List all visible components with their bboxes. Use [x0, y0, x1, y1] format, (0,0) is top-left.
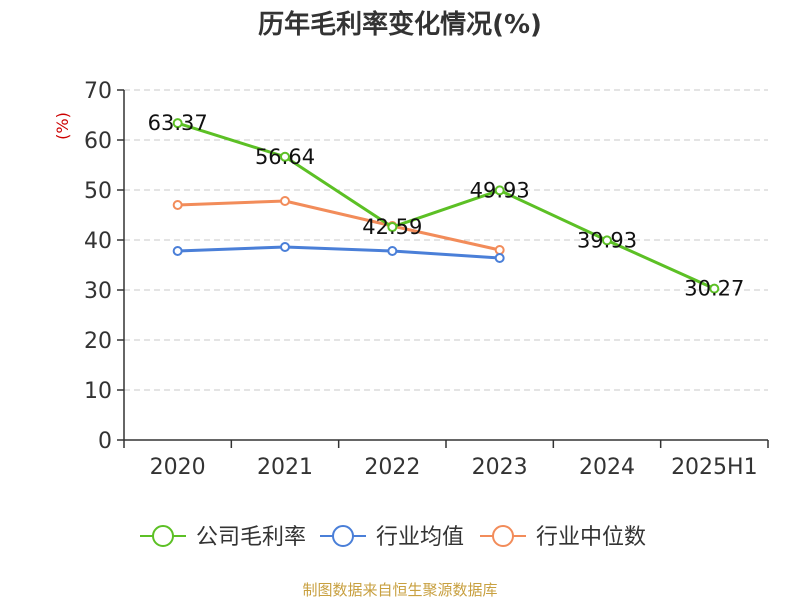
x-tick-label: 2024 — [579, 455, 635, 480]
legend-label: 行业中位数 — [536, 525, 646, 550]
data-point — [280, 151, 290, 162]
data-point — [602, 235, 612, 246]
legend-marker-icon — [492, 525, 514, 547]
series-lines — [172, 118, 720, 294]
series-line — [176, 199, 502, 252]
legend-marker-icon — [332, 525, 354, 547]
x-tick-label: 2025H1 — [671, 455, 758, 480]
data-point — [494, 245, 505, 255]
source-note: 制图数据来自恒生聚源数据库 — [302, 581, 497, 599]
data-label: 56.64 — [255, 145, 315, 169]
data-point — [494, 185, 505, 196]
legend: 公司毛利率 行业均值 行业中位数 — [140, 525, 646, 550]
series-line — [176, 245, 502, 260]
legend-label: 公司毛利率 — [196, 525, 306, 550]
data-point — [172, 118, 183, 129]
x-tick-label: 2020 — [150, 455, 206, 480]
data-point — [280, 196, 290, 206]
data-point — [387, 246, 398, 256]
series-line — [176, 121, 716, 291]
data-labels: 63.37 56.64 42.59 49.93 39.93 30.27 — [148, 111, 745, 301]
data-point — [172, 246, 183, 256]
y-axis-unit-label: (%) — [53, 112, 72, 140]
data-point — [494, 253, 505, 263]
chart-title: 历年毛利率变化情况(%) — [258, 9, 542, 40]
y-tick-label: 0 — [98, 429, 112, 454]
y-tick-label: 40 — [84, 229, 112, 254]
y-tick-label: 20 — [84, 329, 112, 354]
data-point — [387, 222, 398, 233]
x-tick-label: 2021 — [257, 455, 313, 480]
y-tick-label: 50 — [84, 179, 112, 204]
y-tick-label: 10 — [84, 379, 112, 404]
x-tick-label: 2023 — [472, 455, 528, 480]
data-point — [709, 283, 720, 294]
x-tick-label: 2022 — [364, 455, 420, 480]
data-label: 39.93 — [577, 228, 637, 252]
y-tick-label: 70 — [84, 79, 112, 104]
y-tick-label: 30 — [84, 279, 112, 304]
data-point — [280, 242, 290, 252]
data-label: 42.59 — [362, 215, 422, 239]
grid-lines — [124, 89, 768, 391]
data-point — [172, 200, 183, 210]
data-label: 63.37 — [148, 111, 208, 135]
data-label: 49.93 — [470, 178, 530, 202]
y-tick-label: 60 — [84, 129, 112, 154]
data-label: 30.27 — [684, 277, 744, 301]
legend-label: 行业均值 — [376, 525, 464, 550]
legend-marker-icon — [152, 525, 174, 547]
axes: 0 10 20 30 40 50 60 70 2020 2021 2022 2023 2024 2025H… — [84, 79, 769, 480]
